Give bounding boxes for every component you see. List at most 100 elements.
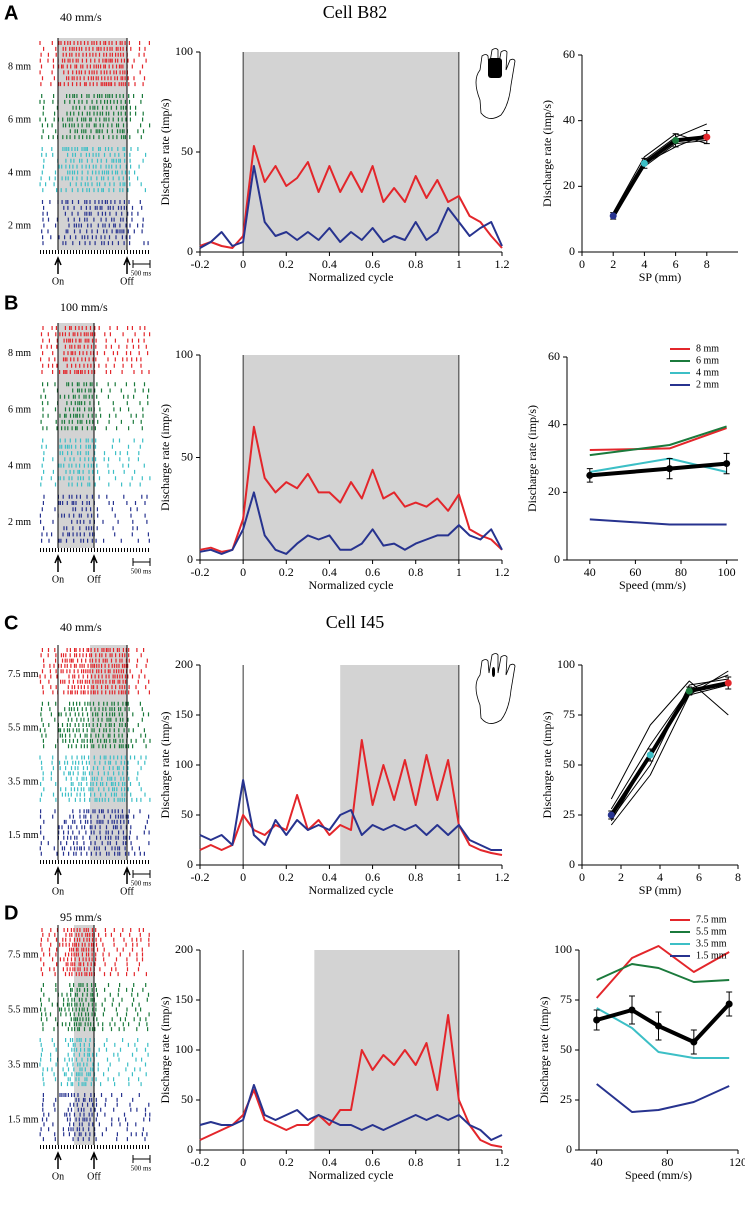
spike-train bbox=[43, 223, 144, 228]
point bbox=[690, 1038, 698, 1046]
spike-train bbox=[43, 1112, 151, 1117]
spike-train bbox=[40, 760, 146, 765]
spike-train bbox=[42, 1027, 149, 1032]
spike-train bbox=[40, 52, 145, 57]
hand-icon bbox=[475, 653, 516, 724]
spike-train bbox=[41, 507, 138, 512]
x-axis-label: SP (mm) bbox=[639, 270, 682, 284]
series-line bbox=[611, 135, 708, 217]
spike-train bbox=[39, 99, 142, 104]
point bbox=[725, 1000, 733, 1008]
y-tick-label: 75 bbox=[563, 707, 575, 721]
spike-train bbox=[43, 952, 144, 957]
row-label: 7.5 mm bbox=[8, 669, 39, 680]
spike-train bbox=[41, 76, 146, 81]
spike-train bbox=[42, 1022, 148, 1027]
row-label: 6 mm bbox=[8, 114, 31, 125]
series-line bbox=[610, 684, 729, 822]
x-tick-label: 0.8 bbox=[408, 870, 423, 884]
spike-train bbox=[39, 182, 142, 187]
x-axis-label: Normalized cycle bbox=[309, 270, 394, 284]
spike-train bbox=[42, 413, 144, 418]
spike-train bbox=[41, 701, 141, 706]
spike-train bbox=[40, 1017, 147, 1022]
x-tick-label: 1 bbox=[456, 257, 462, 271]
spike-train bbox=[42, 1107, 147, 1112]
y-tick-label: 100 bbox=[175, 1042, 193, 1056]
scale-label: 500 ms bbox=[131, 568, 152, 576]
spike-train bbox=[41, 648, 145, 652]
x-axis-label: Speed (mm/s) bbox=[619, 578, 686, 592]
row-label: 8 mm bbox=[8, 348, 31, 359]
stimulus-shade bbox=[74, 925, 94, 1145]
x-tick-label: 1 bbox=[456, 565, 462, 579]
x-tick-label: 0 bbox=[240, 565, 246, 579]
spike-train bbox=[41, 444, 141, 449]
point bbox=[685, 687, 693, 695]
row-label: 4 mm bbox=[8, 167, 31, 178]
series-line bbox=[199, 739, 503, 856]
arrow bbox=[90, 554, 98, 572]
y-tick-label: 50 bbox=[181, 807, 193, 821]
scale-bar bbox=[132, 870, 151, 878]
spike-train bbox=[43, 819, 148, 824]
off-label: Off bbox=[120, 276, 134, 287]
panel-letter: B bbox=[4, 292, 18, 314]
legend-label: 1.5 mm bbox=[696, 950, 727, 961]
x-axis-label: Normalized cycle bbox=[309, 578, 394, 592]
spike-train bbox=[42, 1102, 150, 1107]
spike-train bbox=[39, 70, 141, 75]
spike-train bbox=[42, 382, 146, 387]
spike-train bbox=[40, 519, 148, 524]
x-tick-label: 0.2 bbox=[279, 565, 294, 579]
spike-train bbox=[42, 217, 144, 222]
point bbox=[666, 465, 674, 473]
hand-icon bbox=[475, 48, 516, 119]
spike-train bbox=[41, 717, 143, 722]
spike-train bbox=[40, 825, 147, 830]
y-tick-label: 0 bbox=[187, 244, 193, 258]
y-tick-label: 50 bbox=[181, 1092, 193, 1106]
spike-train bbox=[42, 1137, 146, 1142]
y-tick-label: 0 bbox=[554, 552, 560, 566]
x-tick-label: 0.8 bbox=[408, 565, 423, 579]
spike-train bbox=[39, 117, 144, 122]
series-line bbox=[596, 1002, 731, 1044]
spike-train bbox=[40, 841, 150, 846]
point bbox=[607, 811, 615, 819]
spike-train bbox=[42, 1077, 140, 1082]
arrow bbox=[54, 554, 62, 572]
spike-train bbox=[41, 928, 144, 932]
x-tick-label: 1 bbox=[456, 1155, 462, 1169]
spike-train bbox=[40, 987, 144, 992]
point bbox=[586, 471, 594, 479]
x-axis-label: SP (mm) bbox=[639, 883, 682, 897]
x-tick-label: 0.8 bbox=[408, 1155, 423, 1169]
series-line bbox=[596, 1007, 730, 1059]
x-tick-label: -0.2 bbox=[191, 565, 210, 579]
spike-train bbox=[40, 357, 142, 362]
spike-train bbox=[42, 1067, 141, 1072]
spike-train bbox=[40, 1057, 143, 1062]
x-tick-label: 0.2 bbox=[279, 257, 294, 271]
row-label: 5.5 mm bbox=[8, 1005, 39, 1016]
x-axis-label: Normalized cycle bbox=[309, 883, 394, 897]
x-tick-label: 0.8 bbox=[408, 257, 423, 271]
spike-train bbox=[43, 835, 138, 840]
on-label: On bbox=[52, 1171, 64, 1182]
y-tick-label: 100 bbox=[175, 347, 193, 361]
x-tick-label: 1 bbox=[456, 870, 462, 884]
arrow bbox=[90, 1151, 98, 1169]
x-tick-label: 0.2 bbox=[279, 870, 294, 884]
spike-train bbox=[42, 690, 150, 695]
spike-train bbox=[39, 41, 150, 45]
arrow bbox=[123, 256, 131, 274]
scale-bar bbox=[132, 558, 151, 566]
y-axis-label: Discharge rate (imp/s) bbox=[158, 98, 172, 205]
point bbox=[672, 136, 680, 144]
spike-train bbox=[41, 147, 139, 151]
x-tick-label: 8 bbox=[735, 870, 741, 884]
y-axis-label: Discharge rate (imp/s) bbox=[540, 100, 554, 207]
y-tick-label: 40 bbox=[563, 112, 575, 126]
panel-letter: A bbox=[4, 2, 18, 24]
